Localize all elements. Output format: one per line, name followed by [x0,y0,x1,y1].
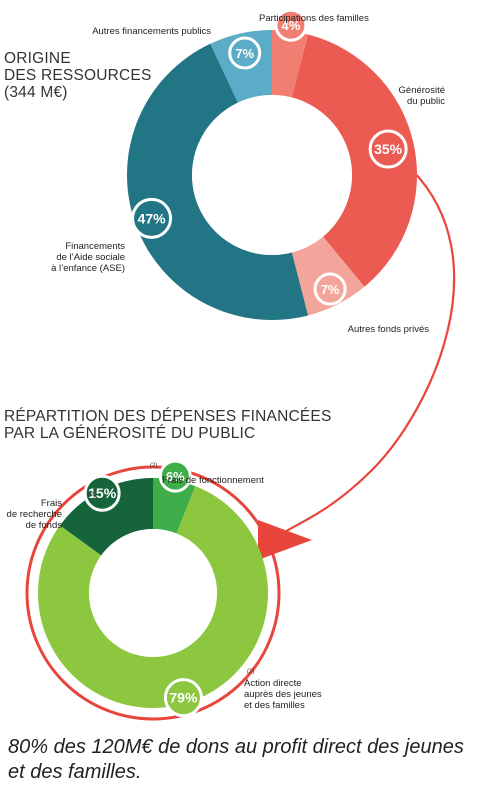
chart1-category-label-4: Autres financements publics [92,26,211,37]
chart1-badge-4 [228,36,262,70]
chart1-title: ORIGINE DES RESSOURCES (344 M€) [4,50,152,101]
chart2-value-label-1: 79% [169,690,198,706]
chart2-slice-1 [38,486,269,708]
chart2-category-label-1: Action directe auprès des jeunes et des fa… [244,678,322,711]
chart2-note-0: (2) [150,463,157,469]
chart1-badge-1 [368,129,408,169]
chart1-slice-1 [291,34,418,287]
caption: 80% des 120M€ de dons au profit direct d… [8,736,464,783]
chart2-category-label-2: Frais de recherche de fonds [7,498,63,531]
chart2-hole [89,529,217,657]
chart1-badge-2 [313,272,347,306]
chart2-slice-0 [153,478,196,534]
chart1-value-label-4: 7% [235,46,254,61]
chart1-category-label-0: Participations des familles [259,13,369,24]
chart2-note-2: (2) [88,492,95,498]
chart2-note-1: (2) [247,669,254,675]
chart1-title-line-1: ORIGINE [4,50,71,67]
chart2-value-label-2: 15% [88,485,117,501]
chart1-title-line-3: (344 M€) [4,84,68,101]
chart2-category-label-0: Frais de fonctionnement [162,475,264,486]
chart2-value-label-0: 6% [166,469,185,484]
chart1-badge-3 [131,197,173,239]
chart1-category-label-2: Autres fonds privés [348,324,430,335]
chart1-slice-0 [272,30,309,98]
chart1-title-line-2: DES RESSOURCES [4,67,152,84]
connector-line [277,169,456,537]
chart1-hole [192,95,352,255]
chart2-title: RÉPARTITION DES DÉPENSES FINANCÉES PAR L… [4,408,332,442]
chart2-badge-2 [83,474,121,512]
chart1-value-label-1: 35% [374,141,403,157]
chart2-slice-2 [59,478,154,556]
chart1-slice-3 [126,43,309,320]
chart1-value-label-3: 47% [138,210,167,226]
chart2-badge-0 [158,459,192,493]
chart1-badge-0 [274,8,308,42]
chart2-title-line-2: PAR LA GÉNÉROSITÉ DU PUBLIC [4,425,256,442]
chart1-category-label-3: Financements de l’Aide sociale à l’enfance… [51,241,125,274]
chart2-title-line-1: RÉPARTITION DES DÉPENSES FINANCÉES [4,408,332,425]
chart1-value-label-2: 7% [321,282,340,297]
chart1-value-label-0: 4% [282,18,301,33]
chart2-badge-1 [163,678,203,718]
highlight-ring [25,465,281,721]
chart1-category-label-1: Générosité du public [399,85,446,107]
